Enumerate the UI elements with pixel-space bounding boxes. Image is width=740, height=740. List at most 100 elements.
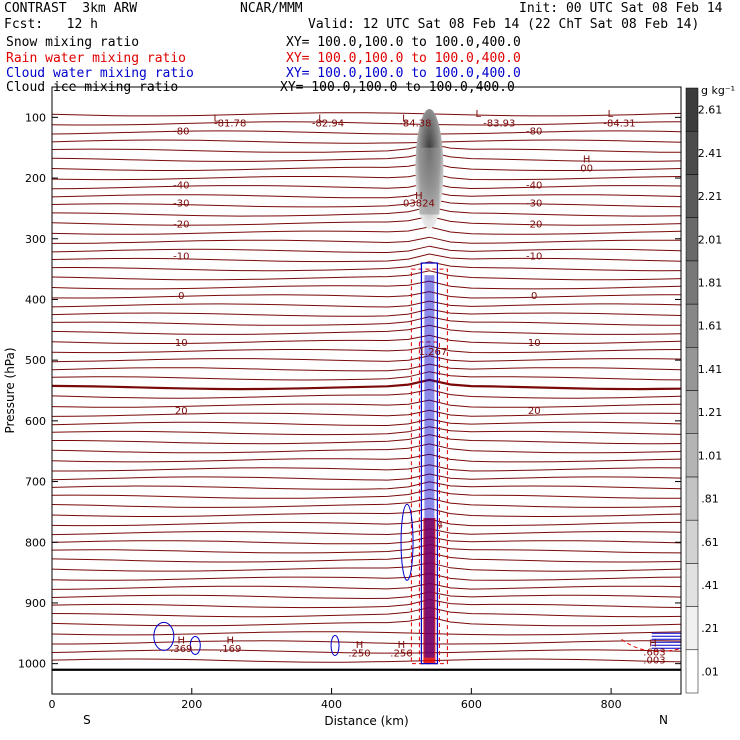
- isotherm-line: [51, 536, 682, 545]
- isotherm-line: [51, 658, 682, 663]
- colorbar-step: [685, 563, 699, 607]
- colorbar-step: [685, 87, 699, 132]
- colorbar-label: .01: [701, 665, 719, 678]
- isotherm-line: [51, 121, 682, 126]
- isotherm-line: [51, 497, 682, 508]
- x-axis-title: Distance (km): [324, 714, 408, 728]
- isotherm-line: [51, 606, 682, 618]
- rain-label: 4: [437, 520, 443, 531]
- isotherm-line: [51, 206, 682, 217]
- cloud-water-column: [420, 262, 438, 665]
- isotherm-line: [51, 198, 682, 208]
- isotherm-line: [51, 582, 682, 590]
- isotherm-line: [51, 253, 682, 263]
- cloud-water-label: 1.267: [419, 347, 448, 358]
- colorbar-label: .21: [701, 622, 719, 635]
- isotherm-line: [51, 112, 682, 117]
- cloud-water-label: H: [398, 640, 406, 651]
- x-end-label-north: N: [659, 713, 668, 727]
- extremum-label: L: [213, 113, 219, 124]
- extremum-label: 00: [580, 164, 593, 175]
- cloud-water-contours: [153, 262, 681, 665]
- y-tick-label: 1000: [18, 658, 46, 671]
- colorbar-step: [685, 519, 699, 564]
- cloud-water-side: [400, 503, 414, 581]
- extremum-label: L: [318, 113, 324, 124]
- x-tick-label: 200: [181, 698, 202, 711]
- colorbar-step: [685, 649, 699, 694]
- colorbar-step: [685, 476, 699, 521]
- isotherm-line: [51, 473, 682, 481]
- isotherm-line: [51, 261, 682, 272]
- isotherm-line: [51, 443, 682, 454]
- colorbar-step: [685, 130, 699, 175]
- model-title: CONTRAST 3km ARW: [4, 1, 138, 16]
- colorbar-step: [685, 390, 699, 434]
- isotherm-label-left: 10: [175, 338, 188, 349]
- colorbar-label: 1.61: [698, 320, 723, 333]
- isotherm-line: [51, 572, 682, 581]
- colorbar-unit: g kg⁻¹: [701, 84, 735, 97]
- rain-label: .003: [643, 655, 665, 666]
- colorbar-step: [685, 260, 699, 305]
- isotherm-line: [51, 172, 682, 181]
- isotherm-line: [51, 649, 682, 654]
- isotherm-line: [51, 591, 682, 600]
- cloud-water-core: [424, 275, 435, 658]
- cloud-water-cell: [330, 634, 340, 656]
- colorbar-label: 2.01: [698, 233, 723, 246]
- isotherm-line: [51, 481, 682, 490]
- colorbar-step: [685, 347, 699, 391]
- isotherm-line: [51, 215, 682, 226]
- y-tick-label: 300: [25, 233, 46, 246]
- extremum-label: H: [583, 155, 591, 166]
- isotherm-line: [51, 270, 682, 281]
- temperature-min-label: -83.93: [483, 118, 515, 129]
- isotherm-label-left: -10: [173, 252, 189, 263]
- cloud-water-cell: [153, 621, 175, 651]
- isotherm-line: [51, 226, 682, 235]
- colorbar-label: .61: [701, 536, 719, 549]
- isotherm-line: [52, 464, 682, 472]
- forecast-hour: Fcst: 12 h: [4, 17, 98, 32]
- isotherm-line: [51, 324, 682, 335]
- temperature-min-label: -82.94: [312, 118, 344, 129]
- temperature-min-label: -81.78: [214, 118, 246, 129]
- isotherm-line: [51, 300, 682, 308]
- isotherm-line: [51, 371, 682, 381]
- field-label-rain: Rain water mixing ratio: [6, 51, 187, 66]
- y-tick-label: 400: [25, 293, 46, 306]
- y-tick-label: 200: [25, 172, 46, 185]
- colorbar-label: 2.21: [698, 190, 723, 203]
- field-xy-cloudwater: XY= 100.0,100.0 to 100.0,400.0: [286, 66, 521, 81]
- extremum-label: 03824: [403, 198, 435, 209]
- isotherm-line: [51, 143, 682, 153]
- isotherm-line: [51, 543, 682, 554]
- x-tick-label: 400: [321, 698, 342, 711]
- plot-frame: [51, 86, 682, 695]
- valid-time: Valid: 12 UTC Sat 08 Feb 14 (22 ChT Sat …: [308, 17, 700, 32]
- temperature-min-label: -84.38: [399, 118, 431, 129]
- isotherm-label-right: 0: [531, 291, 537, 302]
- rain-core: [423, 517, 436, 664]
- isotherm-line: [51, 507, 682, 517]
- y-axis-title: Pressure (hPa): [3, 347, 17, 433]
- isotherm-line: [51, 488, 681, 499]
- isotherm-line: [51, 151, 682, 162]
- isotherm-line: [51, 378, 682, 391]
- cloud-water-label: H: [356, 640, 364, 651]
- init-time: Init: 00 UTC Sat 08 Feb 14: [519, 1, 723, 16]
- cloud-water-label: .250: [348, 649, 370, 660]
- x-end-label-south: S: [83, 713, 91, 727]
- y-tick-label: 900: [25, 597, 46, 610]
- field-label-snow: Snow mixing ratio: [6, 35, 140, 50]
- y-tick-label: 500: [25, 354, 46, 367]
- cloud-water-label: .256: [390, 649, 412, 660]
- isotherm-line: [51, 291, 681, 299]
- isotherm-line: [51, 316, 682, 326]
- isotherm-contours: [51, 112, 682, 671]
- isotherm-line: [51, 552, 682, 563]
- isotherm-line: [51, 363, 682, 372]
